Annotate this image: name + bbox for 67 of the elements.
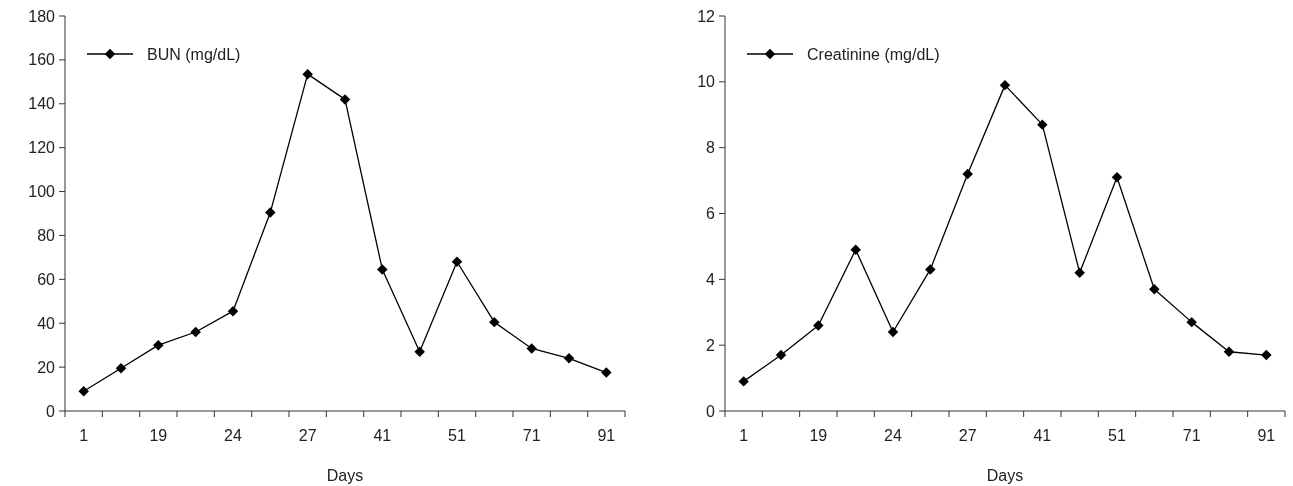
point — [775, 349, 787, 361]
x-tick-label: 27 — [958, 427, 977, 444]
point — [601, 367, 612, 378]
point — [850, 244, 861, 255]
point — [302, 68, 313, 80]
y-tick-label: 180 — [28, 7, 56, 25]
point — [190, 326, 201, 338]
point — [1261, 349, 1272, 361]
point — [1149, 283, 1160, 295]
x-tick-label: 91 — [597, 427, 616, 444]
point — [1074, 267, 1085, 278]
x-tick-label: 41 — [373, 427, 392, 444]
legend-label: Creatinine (mg/dL) — [807, 45, 940, 63]
point — [227, 305, 239, 317]
x-axis-title: Days — [326, 467, 364, 484]
y-tick-label: 20 — [37, 358, 56, 376]
point — [738, 376, 749, 387]
y-tick-label: 2 — [706, 336, 716, 354]
x-tick-label: 41 — [1033, 427, 1052, 444]
point — [1111, 172, 1123, 183]
y-tick-label: 140 — [28, 95, 56, 113]
x-tick-label: 24 — [224, 427, 242, 444]
x-tick-label: 51 — [448, 427, 466, 444]
point — [563, 353, 575, 364]
point — [813, 320, 824, 331]
y-tick-label: 40 — [37, 314, 56, 332]
x-tick-label: 71 — [1182, 427, 1201, 444]
y-tick-label: 10 — [697, 73, 716, 91]
x-tick-label: 1 — [739, 427, 749, 444]
legend-label: BUN (mg/dL) — [147, 45, 241, 63]
y-tick-label: 4 — [706, 270, 716, 288]
y-tick-label: 12 — [697, 7, 716, 25]
y-tick-label: 100 — [28, 183, 56, 201]
point — [339, 94, 351, 105]
y-tick-label: 160 — [28, 51, 56, 69]
point — [526, 343, 537, 354]
point — [489, 316, 500, 328]
x-tick-label: 19 — [809, 427, 828, 444]
point — [377, 264, 388, 275]
x-tick-label: 19 — [149, 427, 168, 444]
point — [1223, 346, 1235, 357]
point — [1186, 316, 1197, 328]
x-tick-label: 91 — [1257, 427, 1276, 444]
x-tick-label: 27 — [298, 427, 317, 444]
y-tick-label: 0 — [706, 402, 716, 420]
y-tick-label: 6 — [706, 205, 716, 223]
x-axis-title: Days — [986, 467, 1024, 484]
point — [925, 264, 936, 275]
y-tick-label: 120 — [28, 139, 56, 157]
point — [451, 256, 463, 268]
point — [962, 168, 973, 180]
point — [265, 207, 276, 218]
x-tick-label: 24 — [884, 427, 902, 444]
y-tick-label: 80 — [37, 227, 56, 245]
y-tick-label: 0 — [46, 402, 56, 420]
x-tick-label: 71 — [522, 427, 541, 444]
y-tick-label: 8 — [706, 139, 716, 157]
point — [414, 346, 425, 357]
point — [78, 386, 89, 397]
point — [999, 79, 1011, 91]
point — [1037, 119, 1048, 130]
point — [115, 362, 127, 374]
x-tick-label: 51 — [1108, 427, 1126, 444]
x-tick-label: 1 — [79, 427, 89, 444]
point — [887, 326, 899, 338]
y-tick-label: 60 — [37, 270, 56, 288]
point — [153, 339, 164, 351]
